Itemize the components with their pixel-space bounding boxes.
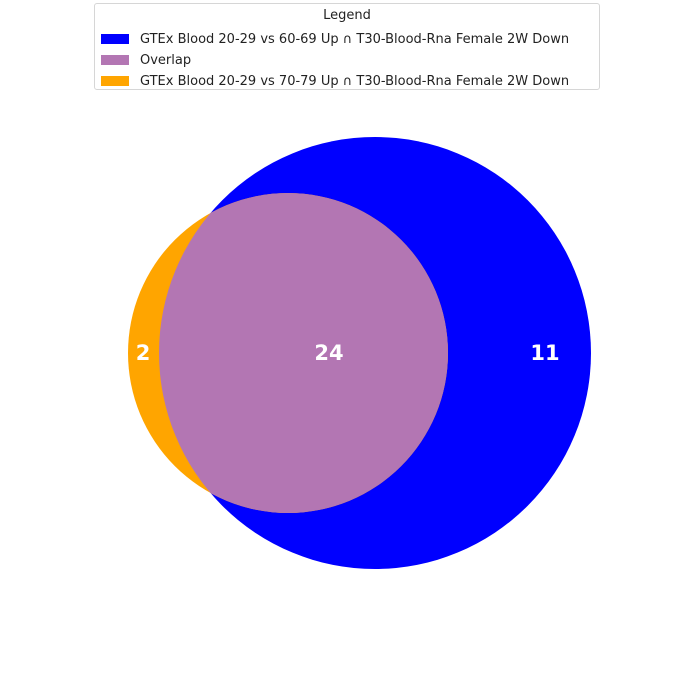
- legend-item-set-b: GTEx Blood 20-29 vs 70-79 Up ∩ T30-Blood…: [101, 72, 569, 90]
- legend-item-overlap: Overlap: [101, 51, 191, 69]
- legend-title: Legend: [323, 8, 371, 23]
- set-b-only-count: 2: [136, 341, 151, 365]
- legend-item-set-a: GTEx Blood 20-29 vs 60-69 Up ∩ T30-Blood…: [101, 30, 569, 48]
- legend-swatch-overlap: [101, 55, 129, 65]
- legend-label-overlap: Overlap: [140, 52, 192, 68]
- legend-label-set-b: GTEx Blood 20-29 vs 70-79 Up ∩ T30-Blood…: [140, 73, 570, 89]
- overlap-region: [159, 193, 448, 513]
- legend-swatch-set-b: [101, 76, 129, 86]
- legend: Legend GTEx Blood 20-29 vs 60-69 Up ∩ T3…: [94, 3, 600, 90]
- legend-swatch-set-a: [101, 34, 129, 44]
- set-a-only-count: 11: [530, 341, 559, 365]
- legend-label-set-a: GTEx Blood 20-29 vs 60-69 Up ∩ T30-Blood…: [140, 31, 570, 47]
- overlap-count: 24: [314, 341, 343, 365]
